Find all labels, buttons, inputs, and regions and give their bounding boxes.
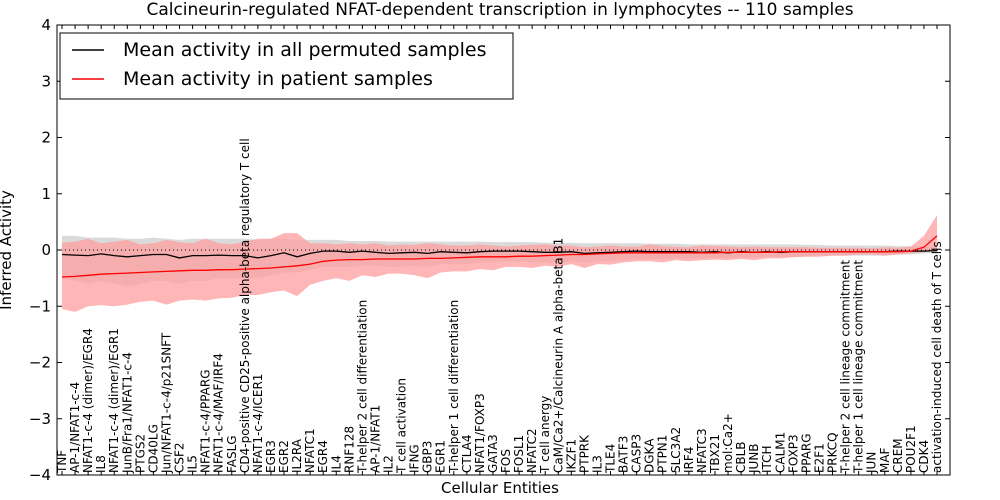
y-tick-label: 0 — [41, 241, 51, 259]
x-tick-label: NFAT1-c-4/MAF/IRF4 — [212, 353, 226, 473]
legend-box — [59, 32, 514, 100]
x-tick-label: IRF4 — [682, 447, 696, 473]
x-tick-label: CREM — [891, 438, 905, 473]
x-tick-label: T-helper 2 cell lineage commitment — [839, 260, 853, 474]
x-tick-labels: TNF AP-1/NFAT1-c-4 NFAT1-c-4 (dimer)/EGR4 I… — [55, 25, 944, 475]
x-tick-label: IFNG — [408, 444, 422, 473]
x-tick-label: EGR2 — [277, 440, 291, 473]
legend: Mean activity in all permuted samples Me… — [59, 32, 514, 100]
x-tick-label: IL5 — [186, 455, 200, 473]
x-tick-label: NFATC2 — [525, 428, 539, 473]
y-tick-label: 1 — [41, 185, 51, 203]
y-axis-title: Inferred Activity — [0, 190, 15, 310]
x-tick-label: IL2RA — [290, 438, 304, 473]
x-tick-label: FASLG — [225, 435, 239, 473]
y-tick-label: 4 — [41, 16, 51, 34]
y-axis: −4 −3 −2 −1 0 1 2 3 4 — [29, 16, 950, 484]
x-tick-label: NFAT1-c-4 (dimer)/EGR4 — [81, 328, 95, 473]
x-tick-label: GATA3 — [486, 434, 500, 473]
y-tick-label: −2 — [29, 354, 51, 372]
confidence-bands — [62, 215, 937, 312]
x-tick-label: NFAT1/FOXP3 — [473, 393, 487, 473]
x-tick-label: CASP3 — [630, 434, 644, 473]
series-lines — [61, 235, 938, 278]
x-tick-label: activation-induced cell death of T cells — [930, 241, 944, 473]
x-tick-label: MAF — [878, 447, 892, 473]
x-tick-label: CALM1 — [773, 432, 787, 473]
x-tick-label: FOXP3 — [786, 434, 800, 473]
x-tick-label: T-helper 2 cell differentiation — [355, 300, 369, 474]
x-tick-label: IL4 — [329, 455, 343, 473]
x-tick-label: AP-1/NFAT1-c-4 — [68, 382, 82, 473]
x-tick-label: POU2F1 — [904, 425, 918, 473]
x-tick-label: BATF3 — [617, 436, 631, 473]
x-tick-label: ITCH — [760, 445, 774, 473]
x-tick-label: CTLA4 — [460, 434, 474, 473]
x-tick-label: DGKA — [643, 438, 657, 473]
legend-label-patient: Mean activity in patient samples — [123, 68, 433, 90]
chart-title: Calcineurin-regulated NFAT-dependent tra… — [146, 0, 853, 20]
x-tick-label: Jun/NFAT1-c-4/p21SNFT — [160, 332, 174, 474]
x-tick-label: SLC3A2 — [669, 427, 683, 473]
x-tick-label: T-helper 1 cell lineage commitment — [852, 260, 866, 474]
x-tick-label: T cell anergy — [538, 396, 552, 474]
x-tick-label: CaM/Ca2+/Calcineurin A alpha-beta B1 — [551, 238, 565, 473]
x-tick-label: JUNB — [747, 443, 761, 474]
x-tick-label: EGR1 — [434, 440, 448, 473]
x-tick-label: CD4-positive CD25-positive alpha-beta re… — [238, 138, 252, 473]
x-tick-label: CDK4 — [917, 440, 931, 473]
x-tick-label: NFAT1-c-4/ICER1 — [251, 374, 265, 473]
x-tick-label: IL3 — [590, 455, 604, 473]
y-tick-label: −1 — [29, 297, 51, 315]
x-tick-label: PRKCQ — [826, 432, 840, 473]
legend-label-permuted: Mean activity in all permuted samples — [123, 39, 486, 61]
x-tick-label: TNF — [55, 450, 69, 474]
x-tick-label: PTPN1 — [656, 435, 670, 473]
x-tick-label: PTGS2 — [133, 434, 147, 473]
x-axis-title: Cellular Entities — [441, 479, 559, 497]
x-tick-label: PPARG — [799, 433, 813, 473]
x-tick-label: EGR4 — [316, 440, 330, 473]
x-tick-label: IL8 — [94, 455, 108, 473]
y-tick-label: 2 — [41, 129, 51, 147]
x-tick-label: EGR3 — [264, 440, 278, 473]
x-tick-label: CD40LG — [146, 424, 160, 473]
x-tick-label: JUN — [865, 452, 879, 474]
y-tick-label: −4 — [29, 466, 51, 484]
x-tick-label: NFAT1-c-4/PPARG — [199, 369, 213, 473]
x-tick-label: mol:Ca2+ — [721, 413, 735, 473]
x-tick-label: NFATC1 — [303, 428, 317, 473]
x-tick-label: PTPRK — [577, 434, 591, 473]
x-tick-label: NFATC3 — [695, 428, 709, 473]
x-tick-label: IKZF1 — [564, 439, 578, 473]
x-tick-label: RNF128 — [342, 426, 356, 473]
x-tick-label: TLE4 — [604, 444, 618, 474]
y-tick-label: −3 — [29, 410, 51, 428]
x-tick-label: JunB/Fra1/NFAT1-c-4 — [120, 352, 134, 474]
x-tick-label: FOS — [499, 449, 513, 473]
x-tick-label: NFAT1-c-4 (dimer)/EGR1 — [107, 328, 121, 473]
x-tick-label: T cell activation — [395, 378, 409, 474]
x-tick-label: CSF2 — [173, 442, 187, 473]
x-tick-label: FOSL1 — [512, 435, 526, 473]
x-tick-label: CBLB — [734, 441, 748, 473]
x-tick-label: AP-1/NFAT1 — [368, 405, 382, 473]
band-series-1 — [62, 215, 937, 312]
x-tick-label: IL2 — [382, 455, 396, 473]
y-tick-label: 3 — [41, 72, 51, 90]
x-tick-label: E2F1 — [813, 443, 827, 473]
x-tick-label: GBP3 — [421, 441, 435, 473]
x-tick-label: T-helper 1 cell differentiation — [447, 300, 461, 474]
x-tick-label: TBX21 — [708, 434, 722, 474]
line-series-1 — [61, 235, 938, 278]
